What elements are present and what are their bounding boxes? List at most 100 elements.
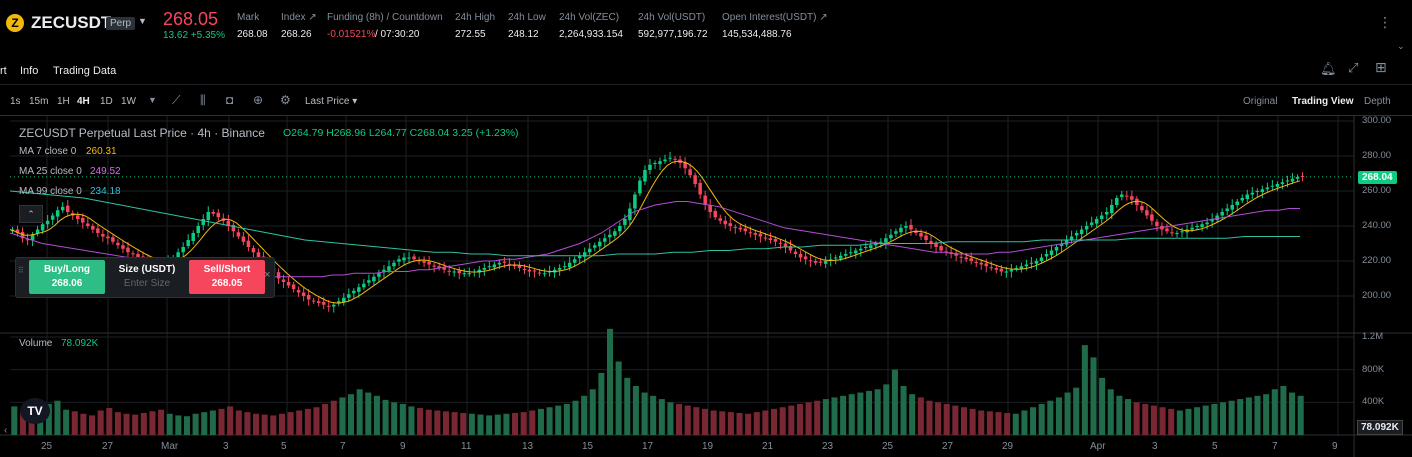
add-indicator-icon[interactable]: ⊕ [253, 93, 264, 107]
candle-body [342, 297, 346, 303]
candle-type-icon[interactable]: ⫼ [200, 93, 206, 107]
candle-body [899, 227, 903, 233]
volume-bar [701, 408, 709, 435]
candle-body [788, 245, 793, 251]
interval-1w[interactable]: 1W [121, 96, 136, 107]
settings-icon[interactable]: ⚙ [280, 93, 291, 107]
view-depth[interactable]: Depth [1364, 96, 1391, 107]
candle-body [1024, 264, 1029, 267]
volume-bar [71, 411, 78, 435]
interval-4h[interactable]: 4H [77, 96, 90, 107]
date-tick-label: 17 [642, 441, 654, 452]
collapse-legend-icon[interactable]: ⌃ [19, 205, 43, 223]
indicator-icon[interactable]: ⟋ [172, 93, 181, 107]
price-type-select[interactable]: Last Price ▾ [305, 96, 358, 107]
candle-body [331, 304, 336, 307]
buy-long-button[interactable]: Buy/Long 268.06 [29, 260, 105, 294]
volume-bar [417, 408, 424, 435]
tab-trading-data[interactable]: Trading Data [53, 65, 117, 77]
candle-body [542, 273, 547, 275]
candle-body [397, 259, 401, 262]
candle-body [848, 252, 853, 254]
collapse-icon[interactable]: ⌄ [1397, 41, 1405, 51]
volume-bar [745, 413, 752, 435]
scroll-left-icon[interactable]: ‹ [4, 425, 8, 436]
candle-body [1059, 243, 1064, 246]
tradingview-logo[interactable]: TV [20, 398, 50, 424]
more-icon[interactable]: ⋮ [1378, 14, 1392, 30]
candle-body [1270, 185, 1275, 187]
volume-bar [322, 403, 329, 435]
high-label: 24h High [455, 12, 496, 23]
candle-body [703, 195, 707, 205]
volume-bar [132, 414, 139, 435]
oi-label[interactable]: Open Interest(USDT) ↗ [722, 12, 828, 23]
alert-bell-icon[interactable]: 🔔︎ [1320, 61, 1337, 76]
date-tick-label: 29 [1002, 441, 1014, 452]
symbol-dropdown-icon[interactable]: ▼ [138, 16, 147, 26]
tab-chart[interactable]: rt [0, 65, 7, 77]
ma7-line [9, 160, 1301, 304]
candle-body [1109, 205, 1114, 214]
candle-body [452, 271, 456, 273]
candle-body [743, 228, 748, 232]
view-trading-view[interactable]: Trading View [1292, 96, 1354, 107]
volume-bar [63, 409, 70, 435]
interval-dropdown-icon[interactable]: ▼ [148, 95, 157, 105]
volume-value: 78.092K [61, 338, 99, 349]
volume-bar [339, 397, 346, 435]
size-input[interactable]: Size (USDT) Enter Size [106, 260, 188, 294]
symbol-name[interactable]: ZECUSDT [31, 13, 112, 32]
candle-body [1235, 201, 1239, 205]
date-tick-label: Apr [1090, 441, 1106, 452]
interval-1s[interactable]: 1s [10, 96, 21, 107]
volume-bar [149, 411, 156, 435]
candle-body [874, 243, 878, 246]
price-tick-label: 240.00 [1362, 220, 1392, 231]
volume-bar [45, 403, 52, 435]
candle-body [467, 273, 472, 275]
candle-body [1195, 226, 1199, 227]
candle-body [492, 264, 497, 268]
layout-grid-icon[interactable]: ⊞ [1375, 59, 1387, 75]
volume-bar [494, 414, 501, 435]
index-label[interactable]: Index ↗ [281, 12, 317, 23]
volume-bar [1073, 387, 1080, 435]
candle-body [1120, 194, 1124, 197]
view-original[interactable]: Original [1243, 96, 1278, 107]
candle-body [196, 226, 200, 233]
volume-bar [581, 395, 588, 435]
candle-body [412, 256, 416, 260]
date-tick-label: 3 [1152, 441, 1158, 452]
sell-short-button[interactable]: Sell/Short 268.05 [189, 260, 265, 294]
candle-body [65, 205, 70, 212]
candle-body [326, 305, 331, 307]
tab-info[interactable]: Info [20, 65, 39, 77]
volume-bar [1202, 405, 1209, 435]
low-label: 24h Low [508, 12, 546, 23]
volume-bar [1289, 392, 1296, 435]
close-trade-panel-icon[interactable]: × [264, 269, 271, 281]
date-tick-label: 27 [102, 441, 114, 452]
volume-bar [900, 386, 907, 435]
volume-bar [641, 392, 648, 435]
date-tick-label: 27 [942, 441, 954, 452]
price-chart[interactable] [0, 116, 1412, 457]
candle-body [60, 206, 65, 211]
interval-1d[interactable]: 1D [100, 96, 113, 107]
volume-bar [978, 410, 985, 435]
interval-15m[interactable]: 15m [29, 96, 49, 107]
candle-body [1220, 212, 1224, 216]
interval-1h[interactable]: 1H [57, 96, 70, 107]
drag-handle-icon[interactable]: ⠿ [18, 266, 24, 275]
candle-body [126, 247, 130, 253]
volume-bar [684, 405, 691, 435]
fullscreen-icon[interactable]: ⤢ [1348, 60, 1359, 75]
candle-body [1145, 210, 1149, 216]
camera-icon[interactable]: ◘ [226, 93, 234, 107]
candle-body [216, 212, 221, 218]
chart-title: ZECUSDT Perpetual Last Price · 4h · Bina… [19, 126, 265, 140]
candle-body [20, 231, 25, 239]
candle-body [116, 242, 120, 246]
volume-bar [891, 369, 898, 435]
